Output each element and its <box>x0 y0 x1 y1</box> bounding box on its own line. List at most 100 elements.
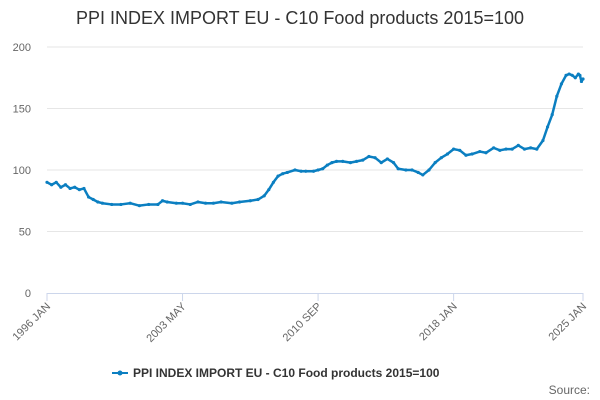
data-point[interactable] <box>325 163 329 167</box>
data-point[interactable] <box>559 82 564 86</box>
data-point[interactable] <box>334 159 339 163</box>
data-point[interactable] <box>262 194 266 198</box>
y-tick-label: 200 <box>13 42 31 54</box>
data-point[interactable] <box>281 172 285 176</box>
data-point[interactable] <box>445 152 450 156</box>
data-point[interactable] <box>470 152 474 156</box>
data-point[interactable] <box>464 153 468 157</box>
data-point[interactable] <box>59 185 63 189</box>
data-point[interactable] <box>91 197 95 202</box>
chart-title: PPI INDEX IMPORT EU - C10 Food products … <box>76 8 524 28</box>
data-point[interactable] <box>100 201 105 205</box>
data-point[interactable] <box>128 201 132 205</box>
data-point[interactable] <box>564 73 568 77</box>
data-point[interactable] <box>567 72 571 76</box>
data-point[interactable] <box>427 168 431 172</box>
data-point[interactable] <box>174 201 178 205</box>
data-point[interactable] <box>348 161 353 165</box>
data-point[interactable] <box>147 202 151 207</box>
data-point[interactable] <box>219 200 223 204</box>
series-layer <box>45 72 585 208</box>
data-point[interactable] <box>82 186 86 191</box>
data-point[interactable] <box>285 170 289 175</box>
data-point[interactable] <box>54 180 58 184</box>
data-point[interactable] <box>396 167 400 171</box>
data-point[interactable] <box>545 125 550 129</box>
data-point[interactable] <box>535 147 539 151</box>
data-point[interactable] <box>421 173 425 177</box>
data-point[interactable] <box>433 161 437 165</box>
data-point[interactable] <box>276 174 280 178</box>
data-point[interactable] <box>68 186 72 191</box>
data-point[interactable] <box>573 76 577 80</box>
data-point[interactable] <box>156 202 160 207</box>
data-point[interactable] <box>550 113 554 117</box>
data-point[interactable] <box>321 167 325 171</box>
data-point[interactable] <box>137 204 142 208</box>
data-point[interactable] <box>237 200 242 204</box>
data-point[interactable] <box>96 200 100 204</box>
data-point[interactable] <box>555 94 559 98</box>
data-point[interactable] <box>267 188 271 192</box>
data-point[interactable] <box>271 180 276 184</box>
data-point[interactable] <box>230 201 234 205</box>
data-point[interactable] <box>341 159 345 163</box>
data-point[interactable] <box>410 168 414 172</box>
data-point[interactable] <box>50 183 54 187</box>
data-point[interactable] <box>510 147 514 151</box>
data-point[interactable] <box>196 200 200 204</box>
legend[interactable]: PPI INDEX IMPORT EU - C10 Food products … <box>112 366 440 380</box>
data-point[interactable] <box>385 157 389 161</box>
data-point[interactable] <box>367 154 371 159</box>
data-point[interactable] <box>578 73 582 77</box>
data-point[interactable] <box>478 149 482 154</box>
data-point[interactable] <box>439 156 443 160</box>
data-point[interactable] <box>529 146 533 150</box>
data-point[interactable] <box>458 148 462 152</box>
data-point[interactable] <box>293 168 297 172</box>
data-point[interactable] <box>63 183 68 187</box>
data-point[interactable] <box>248 199 252 203</box>
data-point[interactable] <box>86 195 91 199</box>
legend-label[interactable]: PPI INDEX IMPORT EU - C10 Food products … <box>133 366 440 380</box>
data-point[interactable] <box>45 180 49 184</box>
data-point[interactable] <box>379 161 383 165</box>
data-point[interactable] <box>391 161 396 165</box>
data-point[interactable] <box>188 202 192 207</box>
data-point[interactable] <box>110 202 114 207</box>
credits[interactable]: Source: <box>549 383 590 397</box>
data-point[interactable] <box>330 161 334 165</box>
data-point[interactable] <box>492 146 496 150</box>
y-tick-label: 50 <box>19 227 31 239</box>
data-point[interactable] <box>416 170 420 175</box>
legend-symbol-marker <box>117 370 123 376</box>
data-point[interactable] <box>304 169 308 173</box>
data-point[interactable] <box>484 151 488 155</box>
data-point[interactable] <box>77 188 81 192</box>
data-point[interactable] <box>211 201 215 205</box>
data-point[interactable] <box>316 168 320 172</box>
data-point[interactable] <box>504 147 508 151</box>
data-point[interactable] <box>311 169 316 173</box>
data-point[interactable] <box>570 73 574 77</box>
data-point[interactable] <box>522 147 527 151</box>
data-point[interactable] <box>73 185 77 189</box>
data-point[interactable] <box>180 201 185 205</box>
data-point[interactable] <box>361 158 365 162</box>
data-point[interactable] <box>579 79 584 84</box>
y-tick-label: 150 <box>13 104 31 116</box>
data-point[interactable] <box>165 200 169 204</box>
data-point[interactable] <box>581 77 585 81</box>
data-point[interactable] <box>119 202 123 207</box>
data-point[interactable] <box>452 147 456 151</box>
data-point[interactable] <box>204 201 208 205</box>
data-point[interactable] <box>498 148 502 152</box>
data-point[interactable] <box>541 138 545 143</box>
data-point[interactable] <box>160 199 165 203</box>
data-point[interactable] <box>516 143 520 147</box>
data-point[interactable] <box>256 197 260 202</box>
data-point[interactable] <box>404 168 408 172</box>
data-point[interactable] <box>373 156 377 160</box>
data-point[interactable] <box>354 159 359 163</box>
data-point[interactable] <box>299 169 303 173</box>
